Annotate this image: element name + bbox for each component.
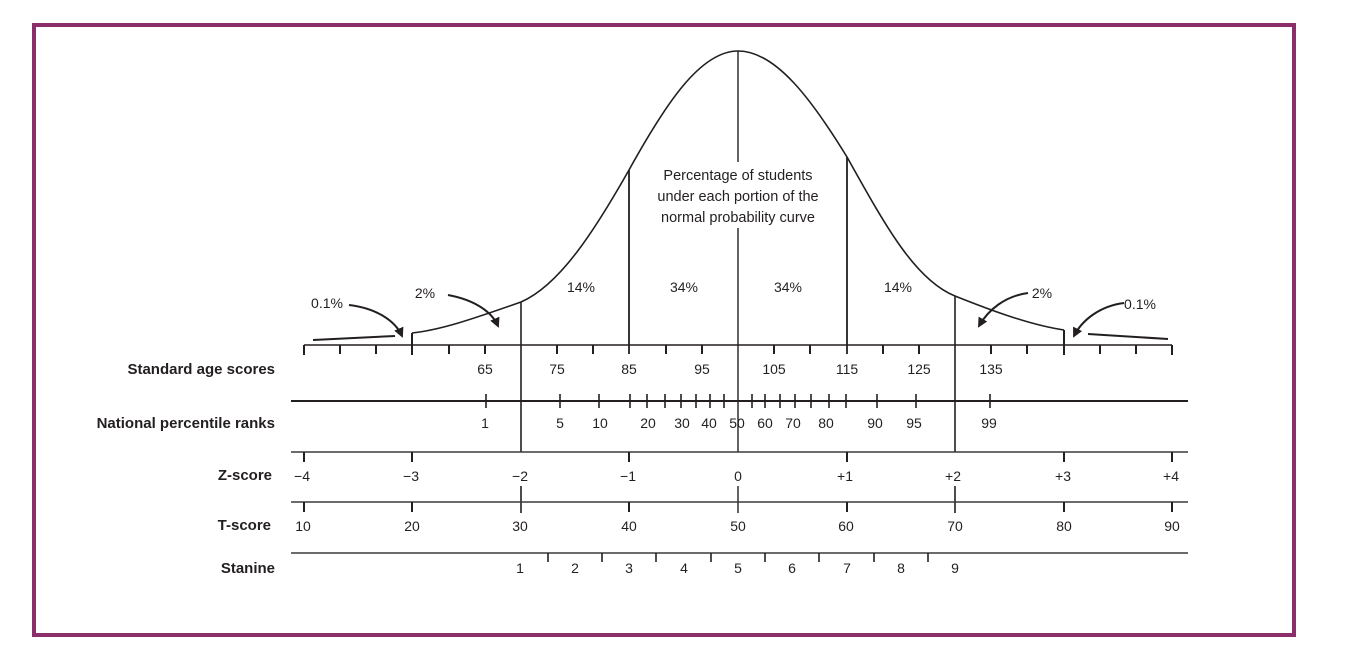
svg-text:70: 70 — [785, 415, 801, 431]
svg-text:−4: −4 — [294, 468, 310, 484]
svg-text:4: 4 — [680, 560, 688, 576]
svg-text:3: 3 — [625, 560, 633, 576]
svg-text:10: 10 — [592, 415, 608, 431]
svg-text:30: 30 — [674, 415, 690, 431]
svg-text:60: 60 — [757, 415, 773, 431]
svg-text:75: 75 — [549, 361, 565, 377]
pct-label-left-34: 34% — [670, 279, 698, 295]
npr-axis-ticks — [485, 394, 991, 408]
svg-text:50: 50 — [729, 415, 745, 431]
arrow-right-01 — [1073, 302, 1125, 338]
svg-text:2: 2 — [571, 560, 579, 576]
svg-text:85: 85 — [621, 361, 637, 377]
svg-text:30: 30 — [512, 518, 528, 534]
svg-text:90: 90 — [867, 415, 883, 431]
svg-text:40: 40 — [701, 415, 717, 431]
pct-label-right-0-1: 0.1% — [1124, 296, 1156, 312]
npr-tick-labels: 1 5 10 20 30 40 50 60 70 80 90 95 99 — [481, 415, 997, 431]
svg-text:1: 1 — [516, 560, 524, 576]
pct-label-right-14: 14% — [884, 279, 912, 295]
row-label-t-score: T-score — [218, 517, 271, 534]
svg-text:5: 5 — [734, 560, 742, 576]
svg-text:80: 80 — [1056, 518, 1072, 534]
stanine-axis-ticks — [547, 553, 929, 562]
t-axis-ticks — [303, 502, 1173, 512]
svg-text:5: 5 — [556, 415, 564, 431]
svg-text:8: 8 — [897, 560, 905, 576]
svg-text:60: 60 — [838, 518, 854, 534]
svg-text:−3: −3 — [403, 468, 419, 484]
svg-text:+2: +2 — [945, 468, 961, 484]
svg-text:65: 65 — [477, 361, 493, 377]
z-tick-labels: −4 −3 −2 −1 0 +1 +2 +3 +4 — [294, 468, 1179, 484]
pct-label-left-14: 14% — [567, 279, 595, 295]
svg-text:135: 135 — [979, 361, 1003, 377]
caption-line-1: Percentage of students — [663, 168, 812, 184]
svg-text:80: 80 — [818, 415, 834, 431]
chart-frame — [32, 23, 1296, 637]
caption-line-2: under each portion of the — [657, 189, 818, 205]
svg-text:+3: +3 — [1055, 468, 1071, 484]
pct-label-left-0-1: 0.1% — [311, 295, 343, 311]
svg-text:99: 99 — [981, 415, 997, 431]
svg-text:95: 95 — [694, 361, 710, 377]
pct-label-left-2: 2% — [415, 285, 435, 301]
row-label-national-percentile-ranks: National percentile ranks — [97, 415, 275, 432]
svg-text:50: 50 — [730, 518, 746, 534]
svg-text:+1: +1 — [837, 468, 853, 484]
svg-text:90: 90 — [1164, 518, 1180, 534]
svg-text:125: 125 — [907, 361, 931, 377]
arrow-right-2 — [978, 292, 1029, 328]
svg-text:105: 105 — [762, 361, 786, 377]
caption-line-3: normal probability curve — [661, 210, 815, 226]
row-label-standard-age-scores: Standard age scores — [127, 361, 275, 378]
svg-text:+4: +4 — [1163, 468, 1179, 484]
pct-label-right-2: 2% — [1032, 285, 1052, 301]
svg-text:10: 10 — [295, 518, 311, 534]
svg-text:−2: −2 — [512, 468, 528, 484]
row-label-stanine: Stanine — [221, 560, 275, 577]
svg-text:−1: −1 — [620, 468, 636, 484]
svg-text:20: 20 — [640, 415, 656, 431]
right-tail-curve — [1087, 333, 1169, 340]
svg-text:40: 40 — [621, 518, 637, 534]
t-tick-labels: 10 20 30 40 50 60 70 80 90 — [295, 518, 1180, 534]
arrow-left-2 — [447, 294, 500, 328]
sas-axis-ticks — [303, 345, 1173, 355]
svg-text:0: 0 — [734, 468, 742, 484]
svg-text:70: 70 — [947, 518, 963, 534]
stanine-tick-labels: 1 2 3 4 5 6 7 8 9 — [516, 560, 959, 576]
pct-label-right-34: 34% — [774, 279, 802, 295]
svg-text:9: 9 — [951, 560, 959, 576]
svg-text:115: 115 — [836, 361, 859, 377]
svg-text:7: 7 — [843, 560, 851, 576]
svg-text:1: 1 — [481, 415, 489, 431]
svg-text:20: 20 — [404, 518, 420, 534]
z-axis-ticks — [303, 452, 1173, 462]
left-tail-curve — [312, 335, 396, 341]
sas-tick-labels: 65 75 85 95 105 115 125 135 — [477, 361, 1003, 377]
row-label-z-score: Z-score — [218, 467, 272, 484]
svg-text:6: 6 — [788, 560, 796, 576]
svg-text:95: 95 — [906, 415, 922, 431]
arrow-left-01 — [348, 304, 404, 338]
